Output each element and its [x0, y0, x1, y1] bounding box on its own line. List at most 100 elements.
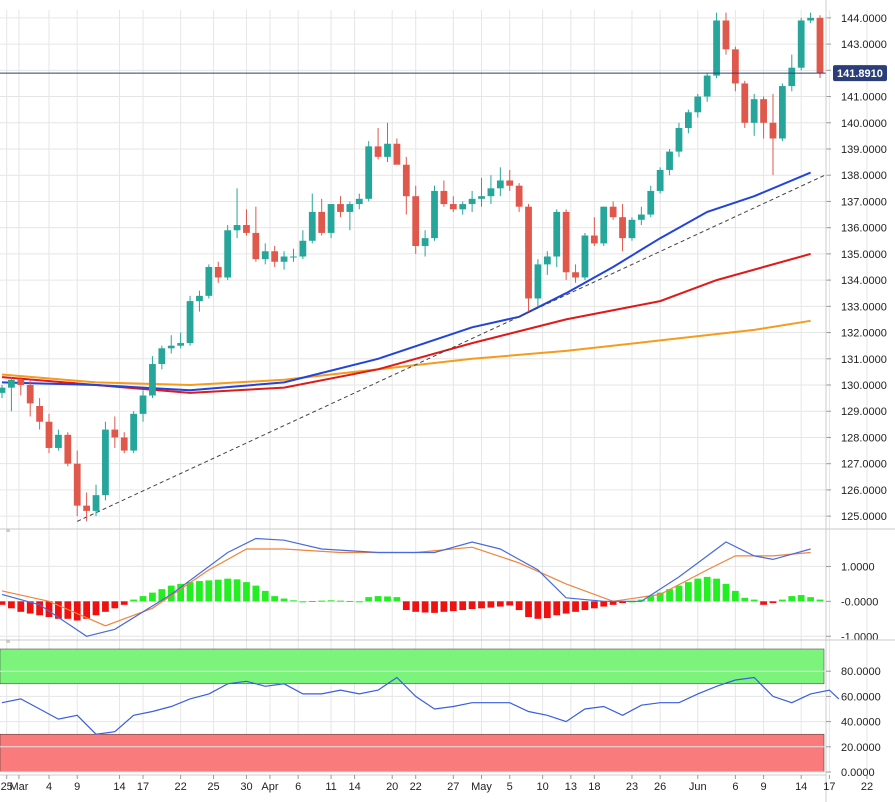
candle-up	[628, 219, 636, 239]
macd-bar-negative	[506, 601, 514, 606]
candle-up	[647, 190, 655, 215]
overbought-zone	[0, 648, 825, 685]
macd-tick-label: -1.0000	[841, 631, 878, 643]
candle-up	[299, 240, 307, 257]
price-tick-label: 140.0000	[841, 118, 887, 130]
macd-bar-negative	[120, 601, 128, 605]
macd-bar-negative	[468, 601, 476, 610]
macd-bar-negative	[449, 601, 457, 612]
macd-bar-positive	[656, 592, 664, 602]
candle-up	[534, 264, 542, 299]
date-tick-label: 22	[175, 781, 187, 793]
price-tick-label: 136.0000	[841, 223, 887, 235]
date-tick-label: 25	[207, 781, 219, 793]
panel-divider-handle[interactable]: ≡	[6, 528, 10, 535]
candle-down	[374, 146, 382, 157]
price-tick-label: 139.0000	[841, 144, 887, 156]
macd-bar-negative	[421, 601, 429, 613]
price-tick-label: 126.0000	[841, 485, 887, 497]
date-tick-label: 17	[823, 781, 835, 793]
candle-up	[177, 343, 185, 346]
candle-up	[186, 301, 194, 344]
price-tick-label: 135.0000	[841, 249, 887, 261]
candle-up	[102, 429, 109, 496]
candle-down	[318, 211, 326, 233]
macd-panel: 1.0000 -0.0000 -1.0000	[0, 537, 878, 643]
date-tick-label: 9	[74, 781, 80, 793]
macd-bar-negative	[534, 601, 542, 619]
candle-down	[722, 20, 730, 50]
date-tick-label: 11	[325, 781, 336, 793]
price-tick-label: 132.0000	[841, 328, 887, 340]
macd-bar-positive	[637, 599, 645, 602]
macd-bar-positive	[694, 578, 702, 602]
candle-down	[45, 421, 53, 448]
candle-down	[449, 204, 457, 210]
candle-up	[478, 196, 485, 199]
candle-down	[214, 267, 222, 278]
candle-down	[506, 180, 514, 186]
candle-down	[741, 83, 749, 123]
macd-bar-negative	[402, 601, 410, 611]
macd-bar-positive	[299, 601, 307, 603]
macd-bar-negative	[26, 601, 34, 614]
candle-up	[468, 198, 476, 205]
panel-divider-handle-2[interactable]: ≡	[6, 639, 10, 646]
candle-up	[703, 75, 711, 97]
macd-bar-negative	[459, 601, 467, 611]
macd-bar-negative	[515, 601, 523, 611]
candle-down	[243, 225, 250, 233]
candle-down	[271, 251, 279, 262]
date-tick-label: 18	[588, 781, 600, 793]
date-tick-label: 10	[537, 781, 549, 793]
candle-down	[769, 122, 777, 139]
macd-bar-positive	[384, 596, 391, 602]
candle-down	[412, 196, 420, 247]
rsi-tick-label: 0.0000	[841, 767, 875, 779]
macd-bar-positive	[158, 589, 166, 602]
candle-down	[393, 143, 401, 165]
candle-down	[590, 235, 598, 244]
current-price-box	[833, 65, 887, 82]
date-tick-label: 13	[565, 781, 577, 793]
rsi-axis-ticks: 0.0000 20.0000 40.0000 60.0000 80.0000	[826, 666, 881, 779]
candle-up	[797, 20, 805, 68]
macd-bar-positive	[224, 578, 232, 602]
price-tick-label: 125.0000	[841, 511, 887, 523]
sma-red-line	[1, 252, 811, 394]
oversold-zone	[0, 733, 825, 773]
macd-bar-positive	[280, 598, 288, 602]
candle-up	[666, 151, 673, 170]
macd-bar-positive	[788, 596, 796, 602]
candle-down	[619, 217, 626, 239]
candle-up	[675, 128, 683, 152]
candle-down	[525, 206, 532, 299]
candle-up	[581, 235, 589, 278]
macd-bar-positive	[731, 590, 739, 602]
candle-down	[515, 185, 523, 207]
macd-bar-negative	[572, 601, 579, 612]
candle-down	[816, 17, 824, 74]
candle-down	[609, 206, 617, 218]
macd-bar-positive	[149, 592, 156, 602]
macd-bar-positive	[816, 599, 824, 602]
rsi-tick-label: 80.0000	[841, 666, 881, 678]
rsi-tick-label: 60.0000	[841, 691, 881, 703]
candle-up	[158, 348, 166, 365]
macd-bar-negative	[553, 601, 561, 616]
macd-bar-negative	[769, 601, 777, 604]
date-tick-label: 17	[137, 781, 149, 793]
candle-up	[308, 211, 316, 241]
rsi-line	[1, 676, 840, 735]
price-tick-label: 128.0000	[841, 432, 887, 444]
macd-bar-negative	[543, 601, 551, 619]
macd-bar-positive	[337, 600, 344, 602]
candle-up	[167, 345, 175, 349]
macd-bar-positive	[214, 579, 222, 602]
candle-up	[149, 364, 156, 396]
macd-bar-positive	[807, 597, 814, 602]
macd-lines	[1, 537, 811, 637]
macd-bar-positive	[675, 585, 683, 602]
